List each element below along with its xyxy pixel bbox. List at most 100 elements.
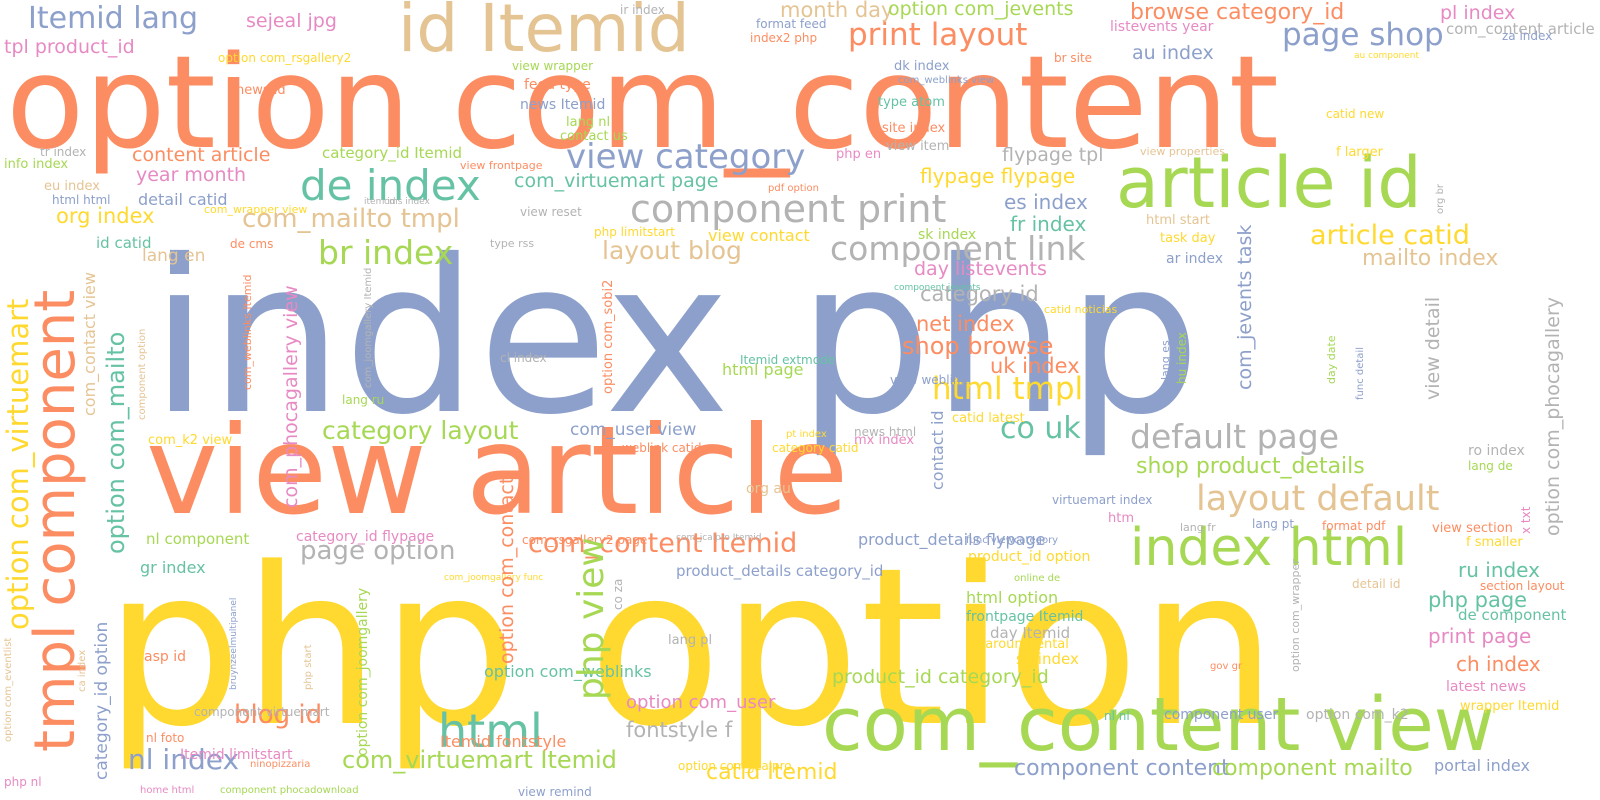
word: detail catid: [138, 190, 228, 209]
word: browse category_id: [1130, 0, 1345, 25]
word: view reset: [520, 205, 582, 219]
word: ro index: [1468, 443, 1525, 459]
word: com_content article: [1446, 20, 1595, 38]
word: view contact: [708, 226, 810, 245]
word: page option: [300, 536, 456, 566]
word: info index: [4, 157, 69, 172]
word: ir index: [620, 3, 665, 17]
word: article catid: [1310, 220, 1470, 251]
word-vertical: contact id: [928, 410, 947, 490]
word-vertical: com_joomgallery Itemid: [363, 267, 374, 388]
word: Itemid extmode: [740, 353, 836, 367]
word: html: [438, 704, 543, 758]
word: view category: [566, 137, 806, 177]
word: fontstyle f: [626, 718, 733, 742]
word: item id: [364, 197, 396, 207]
word: format pdf: [1322, 519, 1386, 533]
word: task day: [1160, 231, 1216, 246]
word: news Itemid: [520, 97, 606, 113]
word-vertical: day date: [1325, 335, 1338, 384]
word-vertical: func detail: [1355, 347, 1366, 400]
word: tr index: [40, 145, 87, 159]
word: lang de: [1468, 459, 1513, 473]
word: de component: [1458, 606, 1567, 624]
word: html start: [1146, 213, 1211, 228]
word: article id: [1116, 142, 1422, 224]
word: view item: [886, 139, 950, 154]
word: nl index: [128, 743, 240, 776]
word: org index: [56, 204, 155, 228]
word-vertical: com_weblinks Itemid: [241, 274, 254, 391]
word-vertical: category_id option: [92, 621, 112, 780]
word: pt index: [786, 429, 827, 440]
word: com_wrapper view: [204, 203, 308, 216]
word-vertical: com_contact view: [80, 272, 99, 416]
word: type rss: [490, 237, 535, 250]
word: weblink catid: [622, 441, 702, 455]
word: br site: [1054, 51, 1093, 65]
word: view article: [146, 400, 849, 542]
word: com_user view: [570, 420, 697, 440]
word: de index: [300, 161, 481, 210]
word: option com_weblinks: [484, 662, 652, 681]
word: latest news: [1446, 679, 1527, 695]
word: virtuemart index: [1052, 493, 1153, 507]
word: option com_content: [6, 29, 1279, 178]
word: component jevents: [894, 283, 981, 293]
word-vertical: option com_contact: [496, 476, 518, 664]
word: index html: [1130, 518, 1408, 578]
word: es index: [1004, 190, 1088, 214]
word: gov gr: [1210, 661, 1243, 672]
word: ar index: [1166, 251, 1224, 267]
word-vertical: view detail: [1422, 296, 1444, 400]
word: br index: [318, 233, 454, 272]
word: frontpage Itemid: [966, 609, 1084, 625]
word-vertical: option com_sobi2: [601, 279, 616, 394]
word: html page: [722, 360, 804, 379]
word: ninopizzaria: [250, 759, 311, 770]
word: month day: [780, 0, 894, 22]
word: ch index: [1456, 652, 1541, 676]
word: org au: [746, 481, 791, 497]
word-vertical: lang es: [1159, 340, 1172, 380]
word-vertical: option com_mailto: [102, 331, 130, 554]
word: com_mailto tmpl: [242, 204, 460, 234]
word: nl component: [146, 530, 250, 548]
word-vertical: ca index: [77, 649, 88, 692]
word: product_id category_id: [832, 666, 1049, 688]
word: com_virtuemart page: [514, 170, 719, 192]
word: id catid: [96, 234, 152, 252]
word: option com_jcalpro: [678, 759, 792, 773]
word: portal index: [1434, 756, 1530, 775]
word-vertical: option com_eventlist: [3, 637, 14, 742]
word: day listevents: [914, 258, 1047, 280]
word-vertical: x txt: [1519, 506, 1533, 534]
word: mailto index: [1362, 246, 1499, 271]
word: php limitstart: [594, 225, 675, 239]
word: Itemid lang: [28, 1, 198, 36]
word-vertical: com_phocagallery view: [280, 285, 302, 508]
word: default page: [1130, 417, 1340, 456]
word: allaroundrental: [970, 637, 1069, 652]
word: tpl product_id: [4, 36, 135, 58]
word: php en: [836, 147, 882, 162]
word: Itemid limitstart: [180, 747, 293, 763]
word: format feed: [756, 17, 827, 31]
word: print layout: [848, 17, 1028, 53]
word: component phocadownload: [220, 785, 359, 796]
word: php option: [104, 522, 1278, 775]
word: component virtuemart: [194, 705, 330, 719]
word: dk index: [894, 59, 950, 74]
word-vertical: option com_joomgallery: [355, 587, 371, 756]
word: component mailto: [1212, 756, 1413, 781]
word: sk index: [918, 227, 977, 243]
word: php nl: [4, 775, 42, 789]
word-vertical: co za: [611, 578, 625, 610]
word: php page: [1428, 588, 1528, 612]
word: com_joomgallery func: [444, 573, 544, 583]
word: lang ru: [342, 393, 385, 407]
word: net index: [916, 312, 1015, 336]
word-vertical: bruynzeelmultipanel: [229, 597, 239, 690]
word: print page: [1428, 624, 1532, 648]
